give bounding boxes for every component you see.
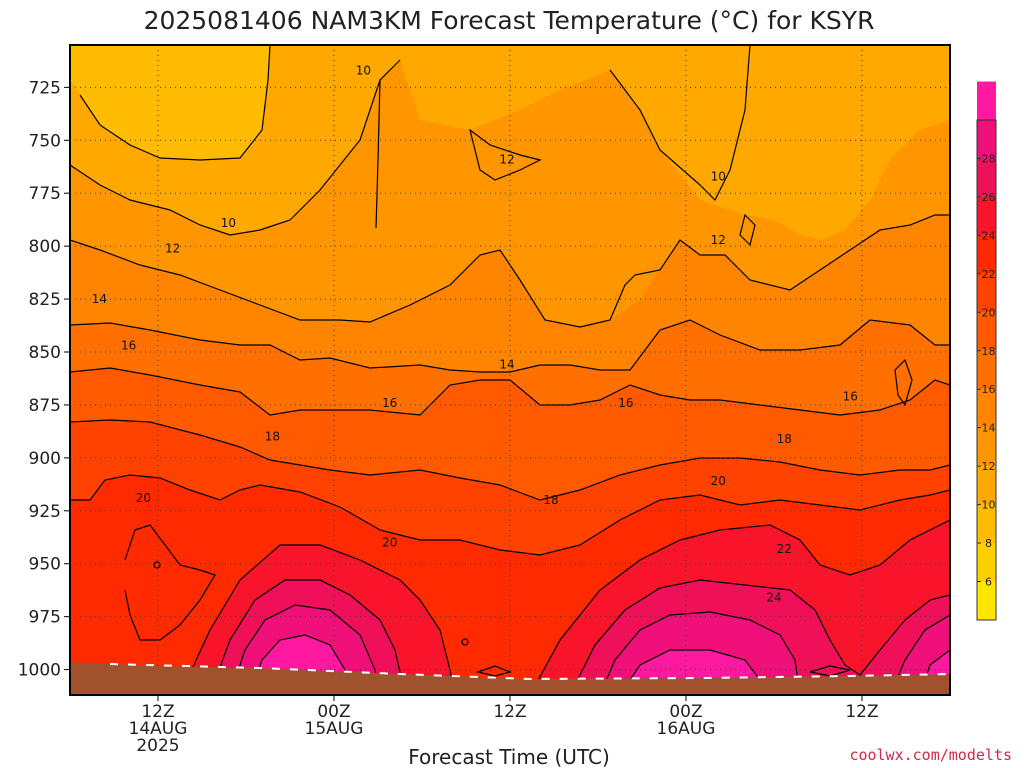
x-tick-label: 00Z [317, 702, 350, 722]
x-tick-label: 2025 [136, 736, 179, 756]
colorbar-tick-label: 12 [982, 460, 996, 473]
contour-value-label: 14 [499, 358, 514, 372]
colorbar: 6 8 10 12 14 16 18 20 22 24 26 28 [976, 81, 997, 621]
y-tick-label: 725 [29, 78, 61, 98]
credit-text: coolwx.com/modelts [849, 746, 1012, 764]
contour-value-label: 16 [382, 396, 397, 410]
contour-value-label: 12 [165, 241, 180, 255]
colorbar-segment [977, 427, 996, 467]
contour-value-label: 20 [382, 536, 397, 550]
y-tick-label: 775 [29, 184, 61, 204]
colorbar-segment [977, 235, 996, 274]
y-tick-label: 850 [29, 343, 61, 363]
x-tick-label: 14AUG [129, 719, 188, 739]
colorbar-segment [977, 466, 996, 505]
colorbar-segment [977, 350, 996, 390]
x-tick-label: 12Z [845, 702, 878, 722]
colorbar-segment [977, 158, 996, 197]
colorbar-tick-label: 16 [982, 383, 996, 396]
colorbar-segment [977, 504, 996, 544]
warm-pocket [125, 525, 215, 640]
x-tick-label: 12Z [141, 702, 174, 722]
y-tick-label: 975 [29, 608, 61, 628]
grid-lines [70, 45, 950, 695]
contour-value-label: 16 [121, 339, 136, 353]
colorbar-segment [977, 81, 996, 120]
colorbar-segment [977, 196, 996, 236]
contour-value-label: 18 [777, 432, 792, 446]
colorbar-tick-label: 20 [982, 306, 996, 319]
contour-value-label: 14 [92, 292, 107, 306]
colorbar-tick-label: 6 [985, 576, 992, 589]
x-axis-label: Forecast Time (UTC) [408, 745, 610, 768]
x-tick-label: 15AUG [305, 719, 364, 739]
colorbar-tick-label: 8 [985, 537, 992, 550]
contour-value-label: 12 [499, 152, 514, 166]
band-below-8 [70, 45, 270, 160]
y-tick-label: 825 [29, 290, 61, 310]
contour-value-label: 20 [711, 474, 726, 488]
colorbar-tick-label: 10 [982, 499, 996, 512]
colorbar-segment [977, 312, 996, 351]
colorbar-tick-label: 28 [982, 152, 996, 165]
y-tick-label: 750 [29, 131, 61, 151]
contour-value-label: 16 [618, 396, 633, 410]
y-tick-label: 1000 [18, 661, 61, 681]
y-tick-label: 900 [29, 449, 61, 469]
contour-value-label: 18 [265, 430, 280, 444]
contour-value-label: 10 [711, 169, 726, 183]
contour-value-label: 24 [766, 591, 781, 605]
colorbar-segment [977, 120, 996, 159]
colorbar-tick-label: 18 [982, 345, 996, 358]
colorbar-tick-label: 24 [982, 229, 996, 242]
y-tick-label: 875 [29, 396, 61, 416]
colorbar-segment [977, 273, 996, 313]
contour-value-label: 22 [777, 542, 792, 556]
x-tick-label: 00Z [669, 702, 702, 722]
colorbar-tick-label: 26 [982, 191, 996, 204]
contour-value-label: 12 [711, 233, 726, 247]
colorbar-segment [977, 543, 996, 582]
contour-value-label: 10 [356, 63, 371, 77]
y-axis-ticks: 725 750 775 800 825 850 875 900 925 950 975 1000 [18, 78, 70, 681]
y-tick-label: 925 [29, 502, 61, 522]
chart-title: 2025081406 NAM3KM Forecast Temperature (… [144, 6, 875, 35]
contour-value-label: 18 [543, 493, 558, 507]
colorbar-segment [977, 389, 996, 428]
contour-labels: 10 10 10 12 12 12 14 14 16 16 16 16 18 18 18 20 20 20 22 24 [92, 63, 858, 604]
plot-area: 10 10 10 12 12 12 14 14 16 16 16 16 18 18 18 20 20 20 22 24 [70, 45, 950, 695]
contour-value-label: 16 [843, 389, 858, 403]
colorbar-tick-label: 14 [982, 422, 996, 435]
band-26-28 [230, 605, 950, 695]
ground-edge [109, 663, 950, 681]
contour-lines [70, 45, 950, 695]
y-tick-label: 800 [29, 237, 61, 257]
contour-value-label: 20 [136, 491, 151, 505]
band-8-10 [70, 45, 950, 240]
y-tick-label: 950 [29, 555, 61, 575]
x-tick-label: 16AUG [657, 719, 716, 739]
x-tick-label: 12Z [493, 702, 526, 722]
contour-value-label: 10 [221, 216, 236, 230]
colorbar-frame [976, 119, 997, 621]
colorbar-tick-label: 22 [982, 268, 996, 281]
colorbar-segment [977, 581, 996, 620]
